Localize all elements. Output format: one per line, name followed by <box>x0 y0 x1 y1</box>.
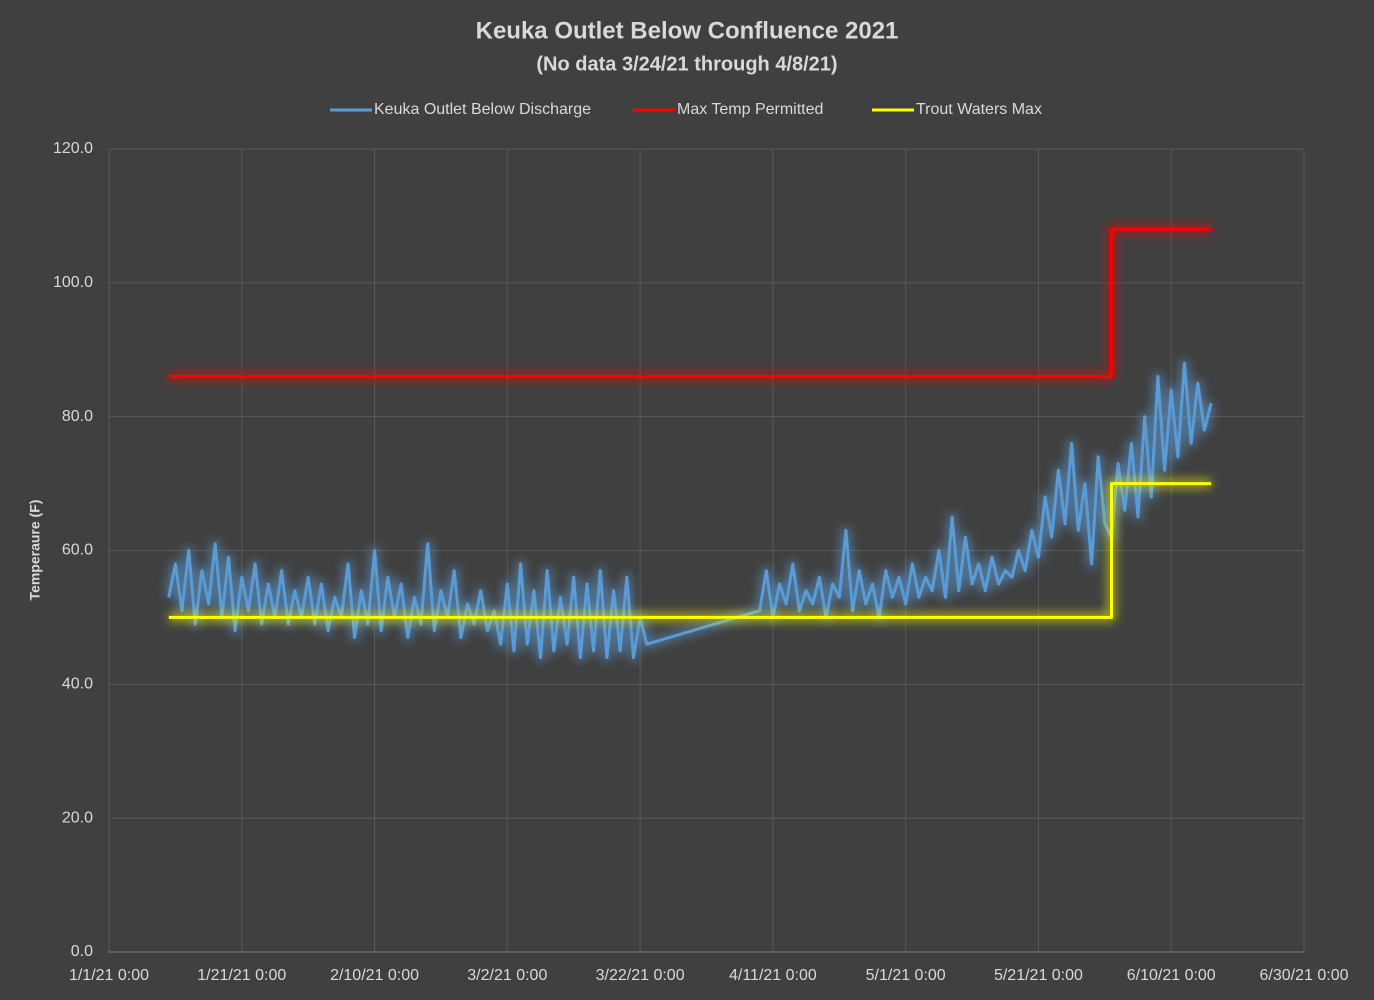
x-tick-label: 3/22/21 0:00 <box>596 967 685 984</box>
x-tick-label: 1/21/21 0:00 <box>197 967 286 984</box>
chart-subtitle: (No data 3/24/21 through 4/8/21) <box>536 53 837 75</box>
y-tick-label: 80.0 <box>62 408 93 425</box>
y-tick-label: 60.0 <box>62 542 93 559</box>
x-tick-label: 5/21/21 0:00 <box>994 967 1083 984</box>
legend-label: Max Temp Permitted <box>677 101 823 118</box>
legend-label: Keuka Outlet Below Discharge <box>374 101 591 118</box>
chart-title: Keuka Outlet Below Confluence 2021 <box>476 17 899 44</box>
x-tick-label: 2/10/21 0:00 <box>330 967 419 984</box>
legend-label: Trout Waters Max <box>916 101 1042 118</box>
series-line <box>167 361 1213 660</box>
x-tick-label: 3/2/21 0:00 <box>467 967 547 984</box>
series-line <box>168 482 1212 619</box>
y-axis-title: Temperaure (F) <box>27 500 43 601</box>
x-tick-label: 6/30/21 0:00 <box>1260 967 1349 984</box>
x-tick-label: 1/1/21 0:00 <box>69 967 149 984</box>
y-tick-label: 0.0 <box>71 943 93 960</box>
x-tick-label: 6/10/21 0:00 <box>1127 967 1216 984</box>
x-tick-label: 5/1/21 0:00 <box>866 967 946 984</box>
series-line <box>168 227 1212 378</box>
y-tick-label: 100.0 <box>53 274 93 291</box>
y-tick-label: 20.0 <box>62 809 93 826</box>
y-tick-label: 120.0 <box>53 140 93 157</box>
y-tick-label: 40.0 <box>62 676 93 693</box>
x-tick-label: 4/11/21 0:00 <box>729 967 817 984</box>
